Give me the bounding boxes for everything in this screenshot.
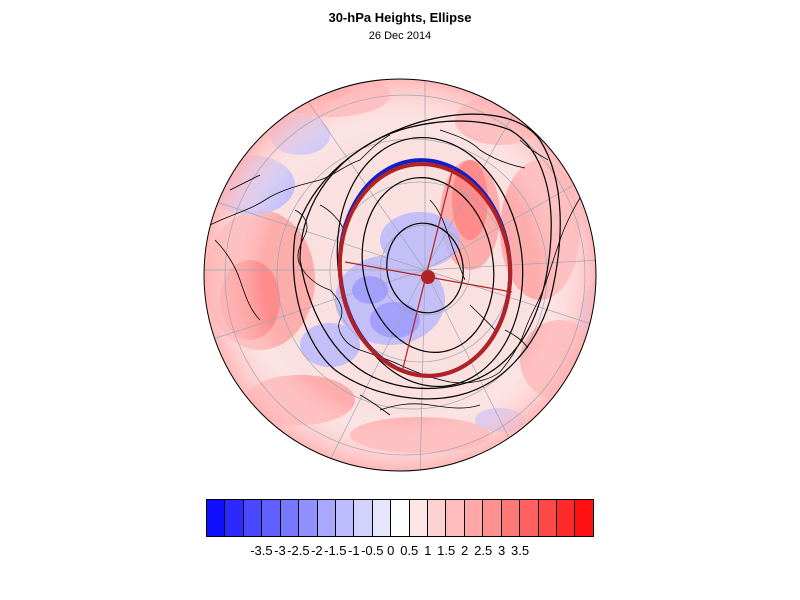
colorbar-cell — [483, 500, 502, 536]
colorbar-tick-label: -3.5 — [250, 543, 273, 558]
colorbar-tick-label: 2.5 — [474, 543, 493, 558]
colorbar-cell — [225, 500, 244, 536]
colorbar-cell — [538, 500, 558, 536]
colorbar-tick-label: 3 — [497, 543, 506, 558]
colorbar-tick-label: 1.5 — [437, 543, 456, 558]
colorbar-tick-label: -2.5 — [287, 543, 310, 558]
colorbar-cell — [299, 500, 318, 536]
colorbar-cell — [207, 500, 226, 536]
colorbar-cell — [428, 500, 447, 536]
colorbar-cell — [501, 500, 521, 536]
anomaly-field — [204, 79, 596, 471]
colorbar-cell — [354, 500, 373, 536]
colorbar-cell — [335, 500, 355, 536]
colorbar-cell — [446, 500, 465, 536]
colorbar-tick-label: -1 — [348, 543, 360, 558]
colorbar-cell — [575, 500, 593, 536]
colorbar-tick-label: 1 — [424, 543, 432, 558]
colorbar-cell — [391, 500, 410, 536]
colorbar-cell — [520, 500, 539, 536]
colorbar-cell — [280, 500, 300, 536]
colorbar-cell — [409, 500, 429, 536]
colorbar-tick-label: -2 — [311, 543, 323, 558]
fitted-vortex-ellipse — [337, 162, 513, 378]
colorbar-cell — [243, 500, 263, 536]
colorbar-tick-label: -1.5 — [324, 543, 347, 558]
colorbar-tick-label: -0.5 — [361, 543, 384, 558]
colorbar — [206, 499, 594, 537]
colorbar-cell — [464, 500, 484, 536]
colorbar-tick-label: 0.5 — [400, 543, 419, 558]
vortex-centroid — [421, 270, 435, 284]
height-contours — [292, 113, 561, 400]
colorbar-tick-label: 2 — [461, 543, 469, 558]
colorbar-cell — [557, 500, 576, 536]
colorbar-cell — [317, 500, 336, 536]
colorbar-tick-labels: -3.5 -3 -2.5 -2 -1.5 -1 -0.5 0 0.5 1 1.5 2 2.5 3 3.5 — [0, 543, 800, 563]
colorbar-cell — [262, 500, 281, 536]
colorbar-cell — [372, 500, 392, 536]
colorbar-tick-label: 0 — [387, 543, 395, 558]
colorbar-tick-label: -3 — [274, 543, 286, 558]
map-title: 30-hPa Heights, Ellipse — [328, 10, 472, 25]
map-boundary — [203, 78, 597, 472]
map-date: 26 Dec 2014 — [368, 30, 432, 42]
colorbar-tick-label: 3.5 — [511, 543, 530, 558]
